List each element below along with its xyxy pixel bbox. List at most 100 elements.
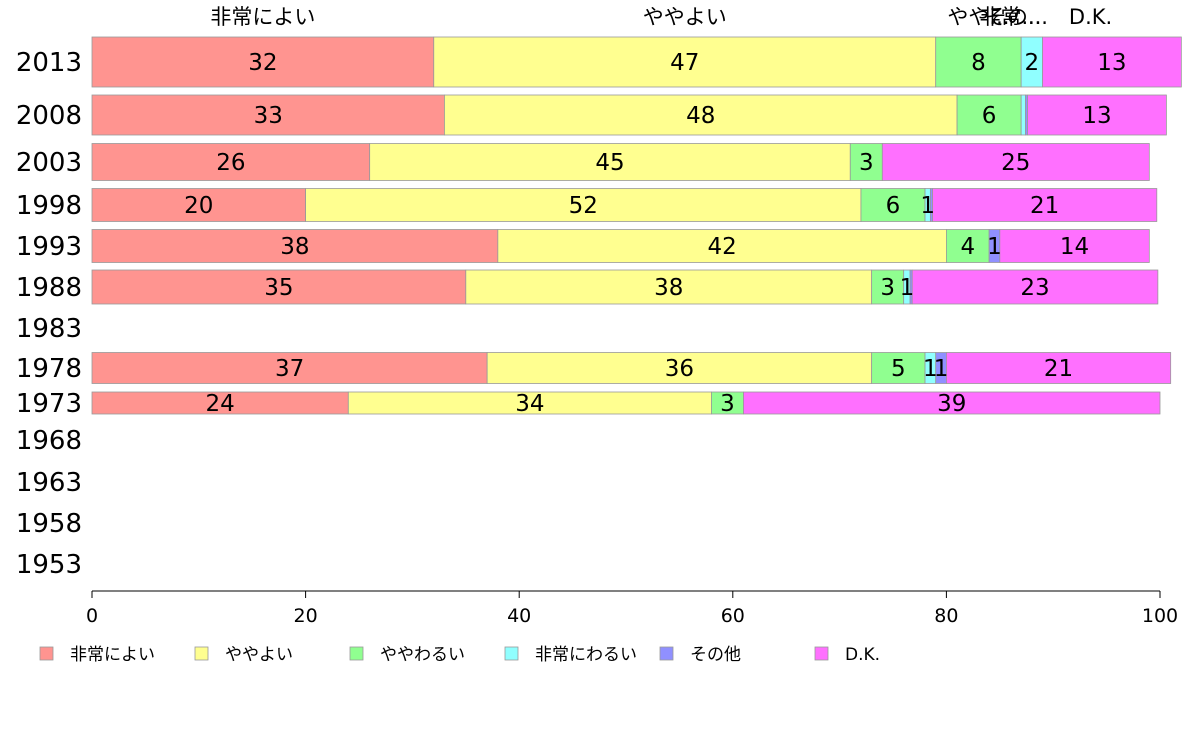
- data-label: 14: [1060, 234, 1089, 260]
- legend-swatch: [39, 646, 54, 661]
- data-label: 20: [184, 193, 213, 219]
- data-label: 52: [569, 193, 598, 219]
- data-label: 3: [880, 275, 895, 301]
- x-tick-label: 20: [294, 605, 318, 627]
- data-label: 23: [1020, 275, 1049, 301]
- bar-segment: [91, 229, 499, 263]
- series-top-label: ややよい: [643, 5, 727, 29]
- data-label: 1: [934, 356, 949, 382]
- y-tick-label: 1958: [16, 509, 82, 539]
- series-top-label: 非常...: [979, 5, 1041, 29]
- legend: 非常によい ややよい ややわるい 非常にわるい その他 D.K.: [39, 645, 880, 665]
- data-label: 33: [254, 103, 283, 129]
- data-label: 1: [920, 193, 935, 219]
- y-tick-label: 1953: [16, 550, 82, 580]
- bar-segment: [1042, 36, 1182, 88]
- top-series-labels: 非常によい ややよい やや...非常...その... D.K.: [210, 5, 1112, 29]
- y-tick-label: 2013: [16, 48, 82, 78]
- data-label: 21: [1030, 193, 1059, 219]
- legend-label: 非常にわるい: [535, 645, 637, 665]
- data-label: 34: [515, 391, 544, 417]
- data-label: 39: [937, 391, 966, 417]
- bar-segment: [91, 269, 467, 305]
- data-label: 35: [264, 275, 293, 301]
- data-label: 1: [923, 356, 938, 382]
- y-tick-label: 1983: [16, 314, 82, 344]
- legend-label: ややわるい: [380, 645, 465, 665]
- data-label: 4: [960, 234, 975, 260]
- legend-label: ややよい: [225, 645, 293, 665]
- bar-segment: [369, 143, 851, 181]
- legend-swatch: [659, 646, 674, 661]
- data-label: 36: [665, 356, 694, 382]
- bar-segment: [444, 94, 958, 136]
- series-top-label: やや...: [947, 5, 1009, 29]
- bar-segment: [497, 229, 947, 263]
- bar-segment: [999, 229, 1150, 263]
- data-label: 2: [1025, 50, 1040, 76]
- data-label: 48: [686, 103, 715, 129]
- data-label: 5: [891, 356, 906, 382]
- bar-segment: [956, 94, 1022, 136]
- data-label: 3: [859, 150, 874, 176]
- data-label: 8: [971, 50, 986, 76]
- bar-segment: [871, 352, 926, 384]
- data-label: 26: [216, 150, 245, 176]
- x-tick-label: 0: [86, 605, 98, 627]
- bar-segment: [305, 188, 862, 222]
- y-tick-label: 1968: [16, 426, 82, 456]
- data-label: 32: [248, 50, 277, 76]
- data-label: 38: [654, 275, 683, 301]
- data-label: 6: [982, 103, 997, 129]
- x-tick-label: 80: [934, 605, 958, 627]
- y-axis: 2013 2008 2003 1998 1993 1988 1983 1978 1973 1968…: [16, 48, 82, 580]
- series-top-label: その...: [986, 5, 1048, 29]
- bar-segment: [91, 352, 488, 384]
- data-label: 24: [206, 391, 235, 417]
- y-tick-label: 1963: [16, 468, 82, 498]
- bar-segment: [881, 143, 1150, 181]
- y-tick-label: 1978: [16, 354, 82, 384]
- y-tick-label: 1973: [16, 389, 82, 419]
- data-label: 1: [987, 234, 1002, 260]
- data-label: 1: [900, 275, 915, 301]
- bar-segment: [1027, 94, 1167, 136]
- bar-segment: [871, 269, 905, 305]
- legend-swatch: [814, 646, 829, 661]
- legend-swatch: [349, 646, 364, 661]
- y-tick-label: 2008: [16, 101, 82, 131]
- x-tick-label: 100: [1142, 605, 1178, 627]
- series-top-label: 非常によい: [210, 5, 315, 29]
- data-label: 47: [670, 50, 699, 76]
- data-label: 37: [275, 356, 304, 382]
- bar-segment: [1020, 94, 1026, 136]
- bar-segment: [743, 391, 1161, 415]
- series-top-label: D.K.: [1069, 5, 1112, 29]
- data-label: 13: [1082, 103, 1111, 129]
- legend-swatch: [504, 646, 519, 661]
- data-label: 25: [1001, 150, 1030, 176]
- data-label: 6: [886, 193, 901, 219]
- legend-label: D.K.: [845, 645, 880, 665]
- y-tick-label: 1993: [16, 232, 82, 262]
- x-tick-label: 60: [721, 605, 745, 627]
- x-tick-label: 40: [507, 605, 531, 627]
- data-label: 3: [720, 391, 735, 417]
- bar-segment: [91, 94, 445, 136]
- bar-segment: [860, 188, 926, 222]
- x-axis: 0 20 40 60 80 100: [86, 590, 1178, 627]
- bar-segment: [911, 269, 1159, 305]
- legend-label: 非常によい: [70, 645, 155, 665]
- bar-segment: [91, 188, 307, 222]
- legend-swatch: [194, 646, 209, 661]
- data-label: 21: [1044, 356, 1073, 382]
- bar-segment: [91, 143, 371, 181]
- bar-segment: [932, 188, 1158, 222]
- data-label: 13: [1097, 50, 1126, 76]
- legend-label: その他: [690, 645, 741, 665]
- bar-segment: [486, 352, 873, 384]
- y-tick-label: 1988: [16, 273, 82, 303]
- data-label: 38: [280, 234, 309, 260]
